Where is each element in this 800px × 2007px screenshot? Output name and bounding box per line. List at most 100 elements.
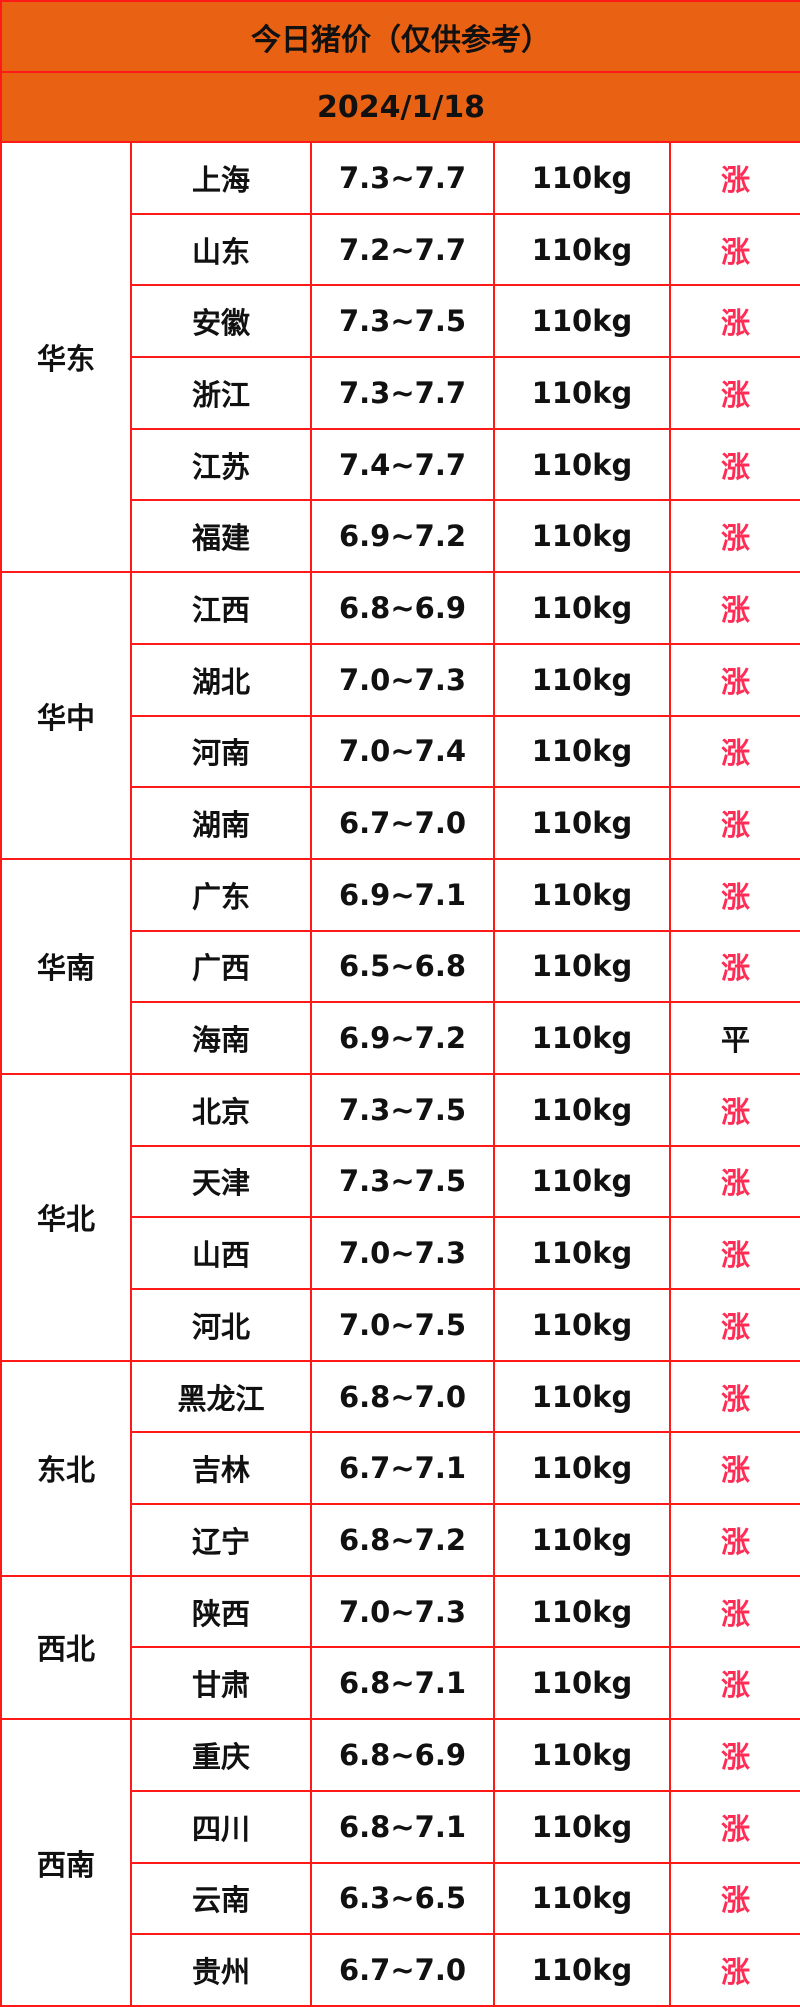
trend-cell: 涨 bbox=[668, 571, 800, 645]
province-cell: 重庆 bbox=[130, 1718, 312, 1792]
province-cell: 吉林 bbox=[130, 1431, 312, 1506]
weight-cell: 110kg bbox=[493, 1288, 671, 1362]
trend-cell: 涨 bbox=[668, 929, 800, 1004]
price-cell: 6.8~6.9 bbox=[310, 571, 495, 645]
province-cell: 云南 bbox=[130, 1861, 312, 1936]
weight-cell: 110kg bbox=[493, 1503, 671, 1577]
trend-cell: 涨 bbox=[668, 356, 800, 430]
weight-cell: 110kg bbox=[493, 284, 671, 359]
trend-cell: 涨 bbox=[668, 1718, 800, 1792]
trend-cell: 涨 bbox=[668, 642, 800, 717]
province-cell: 湖北 bbox=[130, 642, 312, 717]
weight-cell: 110kg bbox=[493, 1574, 671, 1649]
price-cell: 6.9~7.1 bbox=[310, 857, 495, 932]
weight-cell: 110kg bbox=[493, 1646, 671, 1721]
table-row: 吉林 6.7~7.1 110kg 涨 bbox=[1, 1431, 800, 1506]
region-cell: 西南 bbox=[0, 1718, 132, 2007]
province-cell: 辽宁 bbox=[130, 1503, 312, 1577]
price-cell: 7.2~7.7 bbox=[310, 212, 495, 287]
trend-cell: 涨 bbox=[668, 1503, 800, 1577]
table-row: 湖北 7.0~7.3 110kg 涨 bbox=[1, 642, 800, 717]
trend-cell: 涨 bbox=[668, 1861, 800, 1936]
trend-cell: 涨 bbox=[668, 1216, 800, 1290]
trend-cell: 涨 bbox=[668, 1574, 800, 1649]
table-row: 西南 重庆 6.8~6.9 110kg 涨 bbox=[0, 1718, 800, 2007]
weight-cell: 110kg bbox=[493, 1359, 671, 1434]
province-cell: 江苏 bbox=[130, 427, 312, 502]
table-row: 湖南 6.7~7.0 110kg 涨 bbox=[1, 786, 800, 860]
trend-cell: 涨 bbox=[668, 284, 800, 359]
price-cell: 7.0~7.3 bbox=[310, 1216, 495, 1290]
province-cell: 广西 bbox=[130, 929, 312, 1004]
weight-cell: 110kg bbox=[493, 356, 671, 430]
weight-cell: 110kg bbox=[493, 1933, 671, 2007]
province-cell: 四川 bbox=[130, 1789, 312, 1864]
table-row: 华中 江西 6.8~6.9 110kg 涨 bbox=[0, 571, 800, 860]
province-cell: 河北 bbox=[130, 1288, 312, 1362]
weight-cell: 110kg bbox=[493, 642, 671, 717]
trend-cell: 涨 bbox=[668, 141, 800, 215]
weight-cell: 110kg bbox=[493, 1216, 671, 1290]
trend-cell: 涨 bbox=[668, 1072, 800, 1147]
trend-cell: 平 bbox=[668, 1001, 800, 1075]
price-cell: 6.3~6.5 bbox=[310, 1861, 495, 1936]
title-row: 今日猪价（仅供参考） bbox=[0, 0, 800, 73]
date-label: 2024/1/18 bbox=[0, 71, 800, 143]
price-cell: 7.0~7.3 bbox=[310, 642, 495, 717]
price-cell: 6.8~7.2 bbox=[310, 1503, 495, 1577]
trend-cell: 涨 bbox=[668, 1144, 800, 1219]
province-cell: 甘肃 bbox=[130, 1646, 312, 1721]
weight-cell: 110kg bbox=[493, 212, 671, 287]
price-cell: 7.3~7.5 bbox=[310, 1072, 495, 1147]
weight-cell: 110kg bbox=[493, 427, 671, 502]
price-cell: 6.7~7.1 bbox=[310, 1431, 495, 1506]
price-cell: 7.3~7.5 bbox=[310, 284, 495, 359]
trend-cell: 涨 bbox=[668, 714, 800, 789]
weight-cell: 110kg bbox=[493, 571, 671, 645]
province-cell: 山东 bbox=[130, 212, 312, 287]
price-cell: 7.3~7.5 bbox=[310, 1144, 495, 1219]
province-cell: 黑龙江 bbox=[130, 1359, 312, 1434]
province-cell: 福建 bbox=[130, 499, 312, 574]
table-row: 天津 7.3~7.5 110kg 涨 bbox=[1, 1144, 800, 1219]
weight-cell: 110kg bbox=[493, 714, 671, 789]
weight-cell: 110kg bbox=[493, 857, 671, 932]
table-row: 浙江 7.3~7.7 110kg 涨 bbox=[1, 356, 800, 430]
weight-cell: 110kg bbox=[493, 786, 671, 860]
province-cell: 北京 bbox=[130, 1072, 312, 1147]
province-cell: 湖南 bbox=[130, 786, 312, 860]
price-cell: 6.7~7.0 bbox=[310, 786, 495, 860]
table-row: 华南 广东 6.9~7.1 110kg 涨 bbox=[0, 857, 800, 1075]
date-row: 2024/1/18 bbox=[0, 71, 800, 143]
trend-cell: 涨 bbox=[668, 1646, 800, 1721]
price-cell: 6.8~7.1 bbox=[310, 1646, 495, 1721]
trend-cell: 涨 bbox=[668, 1359, 800, 1434]
weight-cell: 110kg bbox=[493, 499, 671, 574]
trend-cell: 涨 bbox=[668, 857, 800, 932]
table-row: 辽宁 6.8~7.2 110kg 涨 bbox=[1, 1503, 800, 1577]
weight-cell: 110kg bbox=[493, 1861, 671, 1936]
province-cell: 浙江 bbox=[130, 356, 312, 430]
province-cell: 陕西 bbox=[130, 1574, 312, 1649]
province-cell: 江西 bbox=[130, 571, 312, 645]
table-row: 西北 陕西 7.0~7.3 110kg 涨 bbox=[0, 1574, 800, 1721]
weight-cell: 110kg bbox=[493, 1431, 671, 1506]
weight-cell: 110kg bbox=[493, 1072, 671, 1147]
trend-cell: 涨 bbox=[668, 499, 800, 574]
table-row: 甘肃 6.8~7.1 110kg 涨 bbox=[1, 1646, 800, 1721]
region-cell: 华南 bbox=[0, 857, 132, 1075]
table-row: 安徽 7.3~7.5 110kg 涨 bbox=[1, 284, 800, 359]
province-cell: 河南 bbox=[130, 714, 312, 789]
price-cell: 6.8~6.9 bbox=[310, 1718, 495, 1792]
table-row: 四川 6.8~7.1 110kg 涨 bbox=[1, 1789, 800, 1864]
trend-cell: 涨 bbox=[668, 786, 800, 860]
price-cell: 7.0~7.4 bbox=[310, 714, 495, 789]
table-row: 海南 6.9~7.2 110kg 平 bbox=[1, 1001, 800, 1075]
weight-cell: 110kg bbox=[493, 1144, 671, 1219]
weight-cell: 110kg bbox=[493, 1789, 671, 1864]
page-title: 今日猪价（仅供参考） bbox=[0, 0, 800, 73]
weight-cell: 110kg bbox=[493, 1718, 671, 1792]
table-row: 河南 7.0~7.4 110kg 涨 bbox=[1, 714, 800, 789]
province-cell: 广东 bbox=[130, 857, 312, 932]
